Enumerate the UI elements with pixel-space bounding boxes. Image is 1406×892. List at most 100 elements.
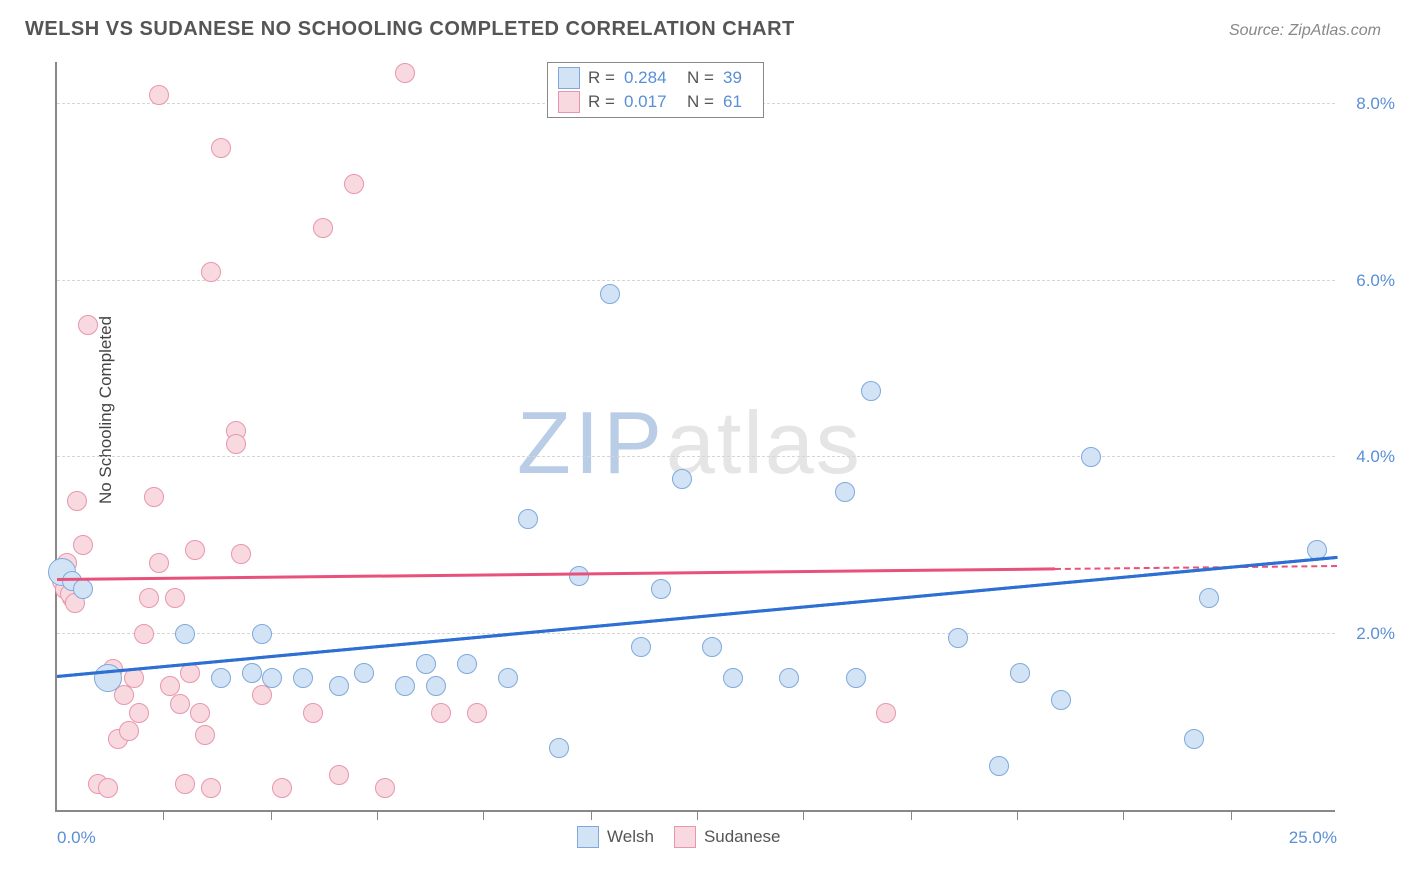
data-point-welsh xyxy=(835,482,855,502)
data-point-sudanese xyxy=(329,765,349,785)
data-point-welsh xyxy=(262,668,282,688)
x-tick xyxy=(803,810,804,820)
legend-r-label: R = xyxy=(588,68,616,88)
legend-n-value: 39 xyxy=(723,68,753,88)
data-point-sudanese xyxy=(185,540,205,560)
data-point-welsh xyxy=(242,663,262,683)
data-point-welsh xyxy=(1199,588,1219,608)
x-tick xyxy=(591,810,592,820)
x-tick xyxy=(377,810,378,820)
data-point-sudanese xyxy=(129,703,149,723)
legend-row: R =0.017N =61 xyxy=(558,91,753,113)
data-point-welsh xyxy=(1010,663,1030,683)
data-point-welsh xyxy=(1081,447,1101,467)
legend-swatch xyxy=(558,67,580,89)
legend-r-value: 0.284 xyxy=(624,68,679,88)
data-point-sudanese xyxy=(313,218,333,238)
data-point-sudanese xyxy=(226,434,246,454)
correlation-legend: R =0.284N =39R =0.017N =61 xyxy=(547,62,764,118)
y-tick-label: 8.0% xyxy=(1340,94,1395,114)
data-point-welsh xyxy=(600,284,620,304)
y-tick-label: 4.0% xyxy=(1340,447,1395,467)
data-point-welsh xyxy=(73,579,93,599)
data-point-welsh xyxy=(846,668,866,688)
data-point-welsh xyxy=(252,624,272,644)
data-point-sudanese xyxy=(876,703,896,723)
x-tick-label: 25.0% xyxy=(1289,828,1337,848)
data-point-welsh xyxy=(426,676,446,696)
data-point-sudanese xyxy=(144,487,164,507)
data-point-sudanese xyxy=(303,703,323,723)
data-point-sudanese xyxy=(165,588,185,608)
scatter-chart: ZIPatlas R =0.284N =39R =0.017N =61 Wels… xyxy=(55,62,1335,812)
data-point-sudanese xyxy=(467,703,487,723)
source-attribution: Source: ZipAtlas.com xyxy=(1229,22,1381,40)
x-tick xyxy=(271,810,272,820)
legend-r-label: R = xyxy=(588,92,616,112)
legend-swatch xyxy=(558,91,580,113)
legend-label: Sudanese xyxy=(704,827,781,847)
chart-header: WELSH VS SUDANESE NO SCHOOLING COMPLETED… xyxy=(25,18,1381,41)
data-point-welsh xyxy=(672,469,692,489)
data-point-sudanese xyxy=(134,624,154,644)
data-point-sudanese xyxy=(201,262,221,282)
data-point-welsh xyxy=(518,509,538,529)
data-point-welsh xyxy=(1184,729,1204,749)
legend-item: Sudanese xyxy=(674,826,781,848)
data-point-welsh xyxy=(723,668,743,688)
data-point-welsh xyxy=(329,676,349,696)
x-tick xyxy=(911,810,912,820)
watermark-atlas: atlas xyxy=(666,393,862,492)
regression-line xyxy=(57,568,1055,581)
data-point-welsh xyxy=(861,381,881,401)
series-legend: Welsh Sudanese xyxy=(577,826,781,848)
gridline xyxy=(57,456,1335,457)
data-point-sudanese xyxy=(67,491,87,511)
x-tick xyxy=(697,810,698,820)
legend-item: Welsh xyxy=(577,826,654,848)
data-point-welsh xyxy=(569,566,589,586)
data-point-sudanese xyxy=(119,721,139,741)
x-tick xyxy=(163,810,164,820)
data-point-sudanese xyxy=(78,315,98,335)
y-tick-label: 2.0% xyxy=(1340,624,1395,644)
legend-row: R = 0.284 N = 39 xyxy=(558,67,753,89)
regression-line xyxy=(57,556,1337,678)
legend-swatch xyxy=(674,826,696,848)
data-point-welsh xyxy=(702,637,722,657)
legend-n-value: 61 xyxy=(723,92,753,112)
x-tick xyxy=(1231,810,1232,820)
data-point-sudanese xyxy=(190,703,210,723)
data-point-welsh xyxy=(416,654,436,674)
data-point-welsh xyxy=(457,654,477,674)
legend-label: Welsh xyxy=(607,827,654,847)
chart-title: WELSH VS SUDANESE NO SCHOOLING COMPLETED… xyxy=(25,18,795,41)
data-point-sudanese xyxy=(375,778,395,798)
gridline xyxy=(57,633,1335,634)
y-tick-label: 6.0% xyxy=(1340,271,1395,291)
legend-n-label: N = xyxy=(687,68,715,88)
data-point-sudanese xyxy=(149,85,169,105)
data-point-sudanese xyxy=(170,694,190,714)
data-point-sudanese xyxy=(201,778,221,798)
data-point-sudanese xyxy=(175,774,195,794)
data-point-welsh xyxy=(94,664,122,692)
legend-swatch xyxy=(577,826,599,848)
data-point-sudanese xyxy=(231,544,251,564)
data-point-welsh xyxy=(395,676,415,696)
data-point-welsh xyxy=(211,668,231,688)
data-point-sudanese xyxy=(73,535,93,555)
x-tick-label: 0.0% xyxy=(57,828,96,848)
data-point-welsh xyxy=(651,579,671,599)
data-point-welsh xyxy=(354,663,374,683)
data-point-sudanese xyxy=(211,138,231,158)
legend-n-label: N = xyxy=(687,92,715,112)
data-point-welsh xyxy=(1051,690,1071,710)
data-point-sudanese xyxy=(98,778,118,798)
data-point-sudanese xyxy=(252,685,272,705)
data-point-sudanese xyxy=(344,174,364,194)
x-tick xyxy=(483,810,484,820)
watermark-zip: ZIP xyxy=(517,393,666,492)
data-point-welsh xyxy=(293,668,313,688)
x-tick xyxy=(1017,810,1018,820)
